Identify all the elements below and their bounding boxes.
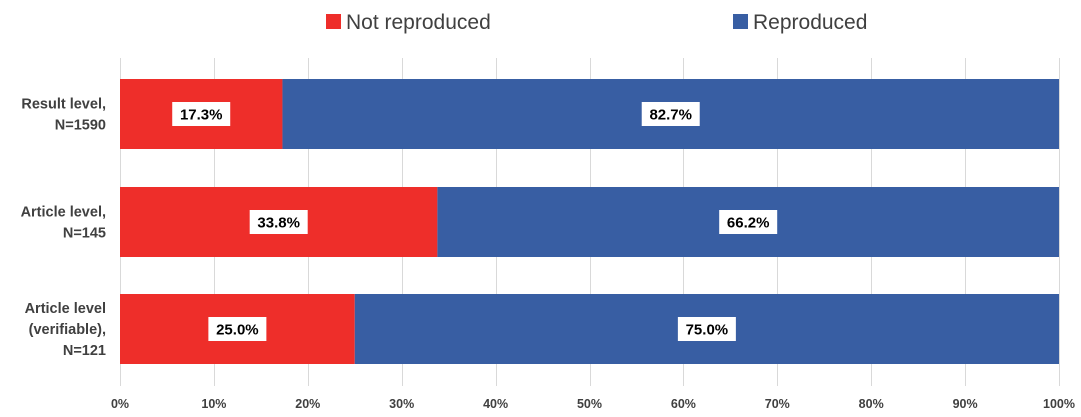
category-label: Article level, (21, 205, 106, 221)
legend-swatch (733, 14, 748, 29)
data-label: 33.8% (257, 215, 300, 232)
data-label-box (677, 317, 736, 341)
x-tick-label: 70% (765, 397, 790, 411)
legend-label: Reproduced (753, 11, 867, 34)
x-tick-label: 20% (295, 397, 320, 411)
legend-label: Not reproduced (346, 11, 491, 34)
data-label-box (249, 210, 308, 234)
data-label-box (208, 317, 267, 341)
x-tick-label: 90% (953, 397, 978, 411)
data-label-box (172, 102, 231, 126)
x-tick-label: 40% (483, 397, 508, 411)
x-tick-label: 30% (389, 397, 414, 411)
data-label: 82.7% (649, 107, 692, 124)
data-label: 25.0% (216, 322, 259, 339)
data-label: 75.0% (686, 322, 729, 339)
category-label: N=1590 (55, 118, 106, 134)
x-tick-label: 80% (859, 397, 884, 411)
x-tick-label: 10% (201, 397, 226, 411)
category-label: Article level (25, 301, 106, 317)
x-tick-label: 50% (577, 397, 602, 411)
category-label: N=145 (63, 226, 106, 242)
x-tick-label: 60% (671, 397, 696, 411)
legend-swatch (326, 14, 341, 29)
category-label: (verifiable), (29, 322, 106, 338)
data-label: 66.2% (727, 215, 770, 232)
category-label: Result level, (21, 97, 106, 113)
category-label: N=121 (63, 343, 106, 359)
data-label-box (641, 102, 700, 126)
x-tick-label: 100% (1043, 397, 1075, 411)
x-tick-label: 0% (111, 397, 129, 411)
data-label: 17.3% (180, 107, 223, 124)
data-label-box (719, 210, 778, 234)
